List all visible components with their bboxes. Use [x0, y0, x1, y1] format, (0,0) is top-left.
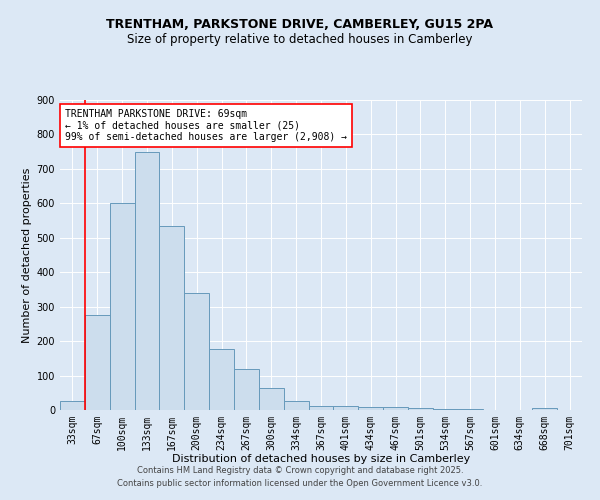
Bar	[334, 406, 358, 410]
Bar	[308, 406, 334, 410]
Bar	[532, 408, 557, 410]
Bar	[209, 348, 234, 410]
Bar	[408, 408, 433, 410]
Bar	[60, 402, 85, 410]
Text: Contains HM Land Registry data © Crown copyright and database right 2025.
Contai: Contains HM Land Registry data © Crown c…	[118, 466, 482, 487]
Bar	[110, 204, 134, 410]
Bar	[184, 293, 209, 410]
Bar	[234, 370, 259, 410]
X-axis label: Distribution of detached houses by size in Camberley: Distribution of detached houses by size …	[172, 454, 470, 464]
Bar	[160, 226, 184, 410]
Bar	[284, 402, 308, 410]
Y-axis label: Number of detached properties: Number of detached properties	[22, 168, 32, 342]
Text: TRENTHAM PARKSTONE DRIVE: 69sqm
← 1% of detached houses are smaller (25)
99% of : TRENTHAM PARKSTONE DRIVE: 69sqm ← 1% of …	[65, 110, 347, 142]
Text: TRENTHAM, PARKSTONE DRIVE, CAMBERLEY, GU15 2PA: TRENTHAM, PARKSTONE DRIVE, CAMBERLEY, GU…	[107, 18, 493, 30]
Bar	[259, 388, 284, 410]
Bar	[134, 152, 160, 410]
Text: Size of property relative to detached houses in Camberley: Size of property relative to detached ho…	[127, 32, 473, 46]
Bar	[383, 407, 408, 410]
Bar	[433, 409, 458, 410]
Bar	[85, 316, 110, 410]
Bar	[358, 407, 383, 410]
